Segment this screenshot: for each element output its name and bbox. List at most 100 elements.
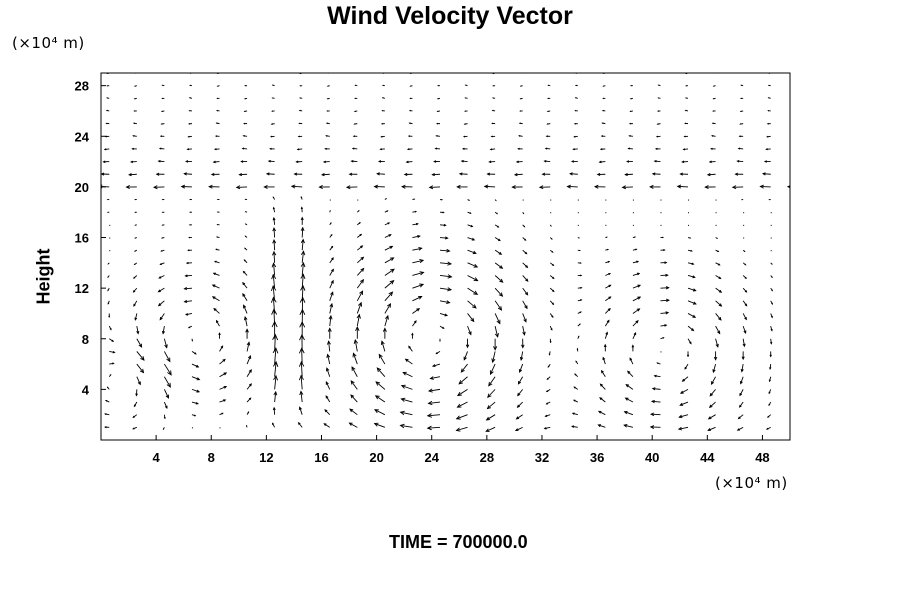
wind-arrow	[518, 122, 523, 125]
wind-arrow	[132, 414, 138, 418]
wind-arrow	[571, 425, 578, 428]
wind-arrow	[272, 422, 276, 428]
wind-arrow	[329, 257, 334, 264]
wind-arrow	[189, 211, 192, 213]
wind-arrow	[632, 308, 641, 314]
wind-arrow	[188, 122, 192, 125]
wind-arrow	[405, 160, 413, 164]
wind-arrow	[163, 338, 168, 349]
wind-arrow	[460, 159, 468, 163]
wind-arrow	[494, 313, 501, 325]
wind-arrow	[704, 185, 716, 190]
wind-arrow	[412, 234, 421, 239]
wind-arrow	[191, 338, 194, 342]
wind-arrow	[299, 97, 303, 99]
wind-arrow	[298, 347, 305, 365]
wind-arrow	[161, 198, 165, 201]
wind-arrow	[300, 226, 305, 238]
wind-arrow	[329, 245, 334, 251]
wind-arrow	[109, 237, 111, 239]
y-tick-label: 24	[75, 129, 90, 144]
wind-arrow	[180, 184, 192, 189]
wind-arrow	[629, 357, 634, 365]
wind-arrow	[212, 160, 220, 164]
wind-arrow	[709, 389, 716, 397]
wind-arrow	[632, 212, 634, 214]
wind-arrow	[345, 185, 358, 190]
wind-arrow	[742, 287, 748, 293]
wind-arrow	[656, 110, 661, 112]
wind-arrow	[660, 273, 669, 277]
wind-arrow	[326, 110, 330, 112]
wind-arrow	[514, 426, 523, 432]
wind-arrow	[494, 262, 504, 269]
wind-arrow	[494, 199, 497, 202]
wind-arrow	[494, 300, 503, 311]
wind-arrow	[238, 172, 248, 177]
wind-arrow	[133, 300, 138, 307]
wind-arrow	[494, 326, 499, 338]
wind-arrow	[219, 358, 226, 365]
wind-arrow	[682, 148, 689, 151]
x-tick-label: 28	[480, 450, 494, 465]
wind-arrow	[491, 97, 496, 99]
wind-arrow	[399, 410, 413, 416]
wind-arrow	[109, 350, 116, 354]
wind-arrow	[485, 414, 496, 421]
wind-arrow	[796, 110, 798, 111]
wind-arrow	[547, 97, 551, 100]
wind-arrow	[211, 284, 220, 289]
wind-arrow	[649, 425, 661, 429]
wind-arrow	[455, 426, 468, 432]
wind-arrow	[741, 351, 745, 361]
wind-arrow	[246, 383, 252, 390]
wind-arrow	[161, 97, 165, 100]
wind-arrow	[798, 212, 799, 213]
wind-arrow	[133, 401, 138, 408]
wind-arrow	[798, 313, 799, 315]
wind-arrow	[627, 370, 634, 378]
wind-arrow	[412, 222, 419, 226]
wind-arrow	[189, 84, 193, 87]
wind-arrow	[384, 245, 394, 251]
wind-arrow	[742, 249, 746, 253]
wind-arrow	[134, 313, 138, 321]
wind-arrow	[433, 160, 440, 163]
y-tick-label: 20	[75, 180, 89, 195]
x-tick-label: 36	[590, 450, 604, 465]
wind-arrow	[543, 159, 551, 163]
wind-arrow	[687, 249, 693, 252]
wind-arrow	[715, 212, 717, 214]
wind-arrow	[740, 363, 744, 373]
wind-arrow	[373, 184, 385, 189]
wind-arrow	[576, 347, 579, 352]
wind-arrow	[101, 172, 110, 176]
wind-arrow	[710, 147, 716, 150]
wind-arrow	[219, 399, 227, 403]
wind-arrow	[380, 135, 385, 138]
wind-arrow	[133, 275, 138, 279]
wind-arrow	[683, 135, 689, 138]
wind-arrow	[163, 351, 171, 363]
wind-arrow	[348, 172, 358, 176]
wind-arrow	[272, 406, 276, 415]
wind-arrow	[244, 223, 248, 226]
wind-arrow	[295, 160, 303, 164]
wind-arrow	[577, 311, 582, 314]
wind-arrow	[715, 199, 717, 201]
x-tick-label: 40	[645, 450, 659, 465]
wind-arrow	[660, 236, 665, 239]
wind-arrow	[243, 122, 248, 125]
wind-arrow	[356, 301, 363, 314]
wind-arrow	[706, 173, 716, 177]
wind-arrow	[798, 389, 799, 391]
wind-arrow	[798, 364, 799, 366]
wind-arrow	[216, 109, 220, 112]
wind-arrow	[212, 272, 220, 276]
wind-arrow	[435, 134, 441, 137]
wind-arrow	[325, 134, 330, 137]
wind-arrow	[355, 326, 360, 339]
wind-arrow	[660, 286, 670, 290]
wind-arrow	[350, 380, 358, 390]
wind-arrow	[431, 172, 441, 177]
